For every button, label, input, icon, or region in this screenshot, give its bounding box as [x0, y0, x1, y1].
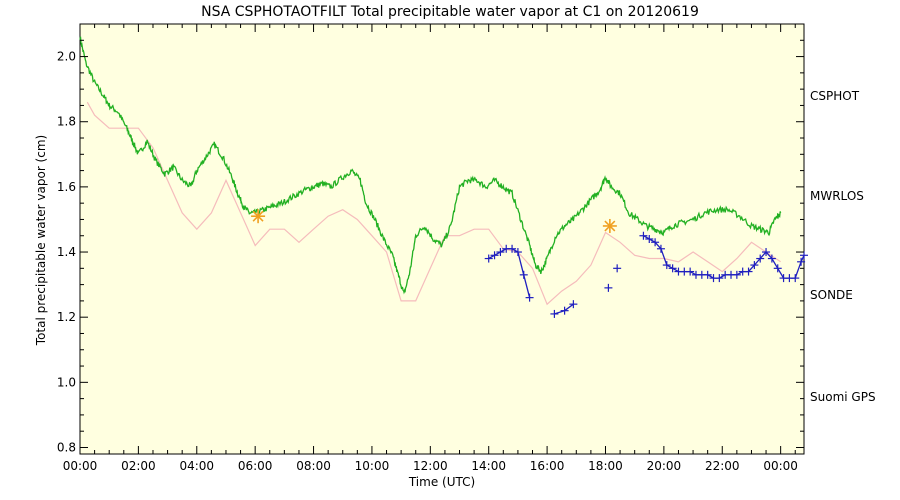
csphot-point [656, 244, 665, 253]
x-tick-label: 12:00 [413, 459, 448, 473]
csphot-point [508, 244, 517, 253]
ticks-layer: 00:00 02:00 04:00 06:00 08:00 10:00 12:00 14:00… [57, 23, 804, 473]
y-tick-label: 1.6 [57, 180, 76, 194]
csphot-point [560, 306, 569, 315]
csphot-point [490, 251, 499, 260]
sonde-point [602, 218, 617, 233]
legend-item-suomi-gps: Suomi GPS [810, 390, 876, 404]
x-tick-label: 18:00 [588, 459, 623, 473]
x-tick-label: 10:00 [355, 459, 390, 473]
plot-area [79, 23, 805, 455]
x-tick-label: 06:00 [238, 459, 273, 473]
csphot-point [639, 231, 648, 240]
csphot-point [569, 300, 578, 309]
csphot-point [613, 264, 622, 273]
x-axis-label: Time (UTC) [408, 475, 475, 489]
y-tick-label: 1.4 [57, 245, 76, 259]
csphot-point [550, 309, 559, 318]
x-tick-label: 04:00 [179, 459, 214, 473]
csphot-point [800, 251, 808, 260]
y-tick-label: 2.0 [57, 50, 76, 64]
csphot-point [715, 274, 724, 283]
y-axis-label: Total precipitable water vapor (cm) [34, 135, 48, 346]
csphot-point [744, 267, 753, 276]
csphot-point [767, 254, 776, 263]
x-tick-label: 20:00 [647, 459, 682, 473]
csphot-point [484, 254, 493, 263]
csphot-point [797, 257, 806, 266]
x-tick-label: 22:00 [705, 459, 740, 473]
csphot-point [686, 267, 695, 276]
csphot-point [703, 270, 712, 279]
chart-title: NSA CSPHOTAOTFILT Total precipitable wat… [201, 4, 699, 20]
x-tick-label: 14:00 [471, 459, 506, 473]
csphot-point [773, 264, 782, 273]
csphot-point [762, 248, 771, 257]
csphot-point [496, 248, 505, 257]
legend-item-sonde: SONDE [810, 288, 853, 302]
csphot-point [756, 254, 765, 263]
legend-item-mwrlos: MWRLOS [810, 189, 864, 203]
csphot-point [604, 283, 613, 292]
x-tick-label: 02:00 [121, 459, 156, 473]
csphot-point [525, 293, 534, 302]
csphot-point [651, 238, 660, 247]
legend-item-csphot: CSPHOT [810, 89, 860, 103]
x-tick-label: 00:00 [763, 459, 798, 473]
csphot-point [791, 274, 800, 283]
sonde-point [251, 209, 266, 224]
legend: CSPHOT MWRLOS SONDE Suomi GPS [810, 89, 876, 404]
csphot-point [513, 248, 522, 257]
x-tick-label: 16:00 [530, 459, 565, 473]
csphot-point [750, 261, 759, 270]
x-tick-label: 00:00 [63, 459, 98, 473]
csphot-point [668, 264, 677, 273]
y-tick-label: 1.8 [57, 115, 76, 129]
csphot-point [662, 261, 671, 270]
x-tick-label: 08:00 [296, 459, 331, 473]
y-tick-label: 0.8 [57, 440, 76, 454]
csphot-point [645, 235, 654, 243]
csphot-point [519, 270, 528, 279]
csphot-point [732, 270, 741, 279]
series-layer [79, 36, 808, 318]
y-tick-label: 1.0 [57, 375, 76, 389]
series-line-mwrlos [79, 36, 782, 295]
y-tick-label: 1.2 [57, 310, 76, 324]
